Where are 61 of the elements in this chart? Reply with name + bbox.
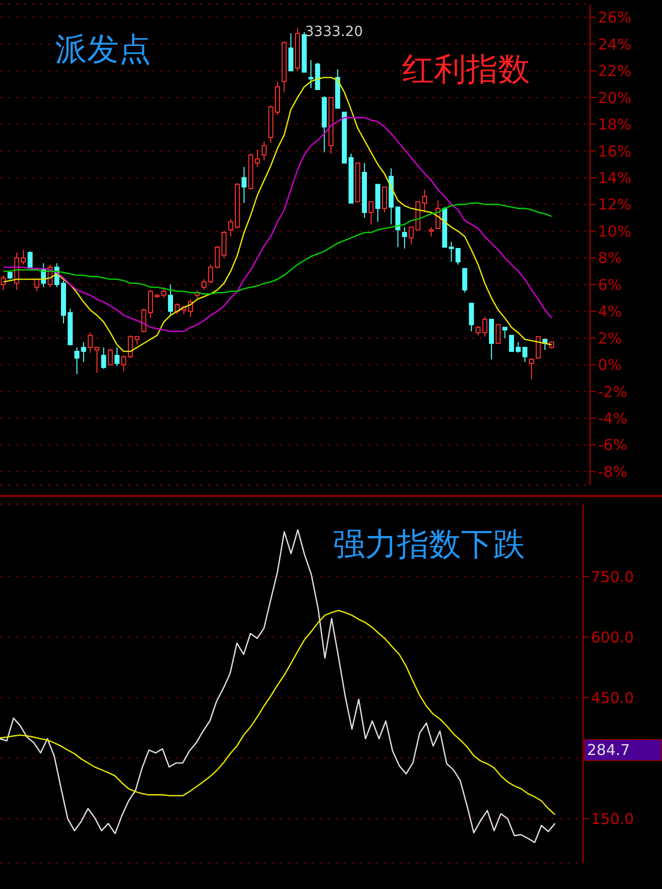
candlestick — [462, 268, 468, 294]
y-tick-label: 22% — [598, 62, 632, 80]
candlestick — [161, 286, 166, 298]
y-tick-label: 0% — [598, 356, 622, 374]
y-tick-label: 18% — [598, 116, 632, 134]
candlestick — [536, 336, 541, 359]
y-tick-label: 600.0 — [591, 628, 634, 646]
text: 284.7 — [584, 739, 662, 761]
text: 红利指数 — [402, 49, 530, 90]
candlestick — [242, 166, 247, 204]
y-tick-label: 4% — [598, 302, 622, 321]
candlestick — [20, 249, 26, 266]
y-tick-label: -2% — [598, 382, 628, 401]
y-tick-label: 14% — [598, 169, 632, 188]
candlestick — [496, 324, 501, 344]
y-tick-label: -6% — [598, 436, 628, 454]
candlestick — [522, 346, 528, 363]
candlestick — [34, 278, 40, 292]
y-tick-label: 26% — [598, 8, 632, 27]
y-tick-label: 8% — [598, 249, 622, 268]
candlestick — [402, 226, 408, 250]
candlestick — [428, 226, 434, 237]
y-tick-label: 2% — [598, 329, 622, 348]
line-series — [0, 529, 556, 844]
candlestick — [408, 226, 414, 245]
candlestick — [502, 326, 508, 339]
candlestick — [114, 346, 120, 367]
y-tick-label: -8% — [598, 462, 628, 481]
candlestick — [174, 302, 180, 314]
candlestick — [395, 206, 400, 248]
annotation: 派发点 — [55, 29, 151, 70]
candlestick — [262, 141, 267, 161]
text: 强力指数下跌 — [333, 524, 525, 565]
candlestick — [529, 358, 534, 380]
line-series — [2, 202, 552, 295]
candlestick — [368, 201, 374, 225]
y-tick-label: 20% — [598, 88, 632, 107]
y-tick-label: 10% — [598, 222, 632, 240]
y-tick-label: 16% — [598, 142, 632, 160]
candlestick — [468, 302, 474, 332]
candlestick — [288, 32, 294, 72]
annotation: 3333.20 — [305, 24, 363, 40]
candlestick — [254, 149, 260, 168]
candlestick — [168, 284, 174, 316]
y-tick-label: 750.0 — [591, 568, 634, 586]
y-tick-label: 24% — [598, 35, 632, 54]
y-tick-label: 150.0 — [591, 810, 634, 828]
candlestick — [482, 316, 488, 338]
line-series — [0, 610, 556, 816]
candlestick — [228, 218, 234, 237]
candlestick — [101, 346, 106, 370]
candlestick — [28, 250, 33, 268]
candlestick — [108, 348, 113, 366]
candlestick — [382, 186, 387, 213]
y-tick-label: 6% — [598, 276, 622, 294]
candlestick — [121, 354, 126, 372]
y-tick-label: 450.0 — [591, 688, 634, 707]
candlestick — [476, 326, 481, 336]
y-tick-label: 12% — [598, 196, 632, 214]
line-series — [2, 116, 552, 332]
y-tick-label: -4% — [598, 410, 628, 428]
